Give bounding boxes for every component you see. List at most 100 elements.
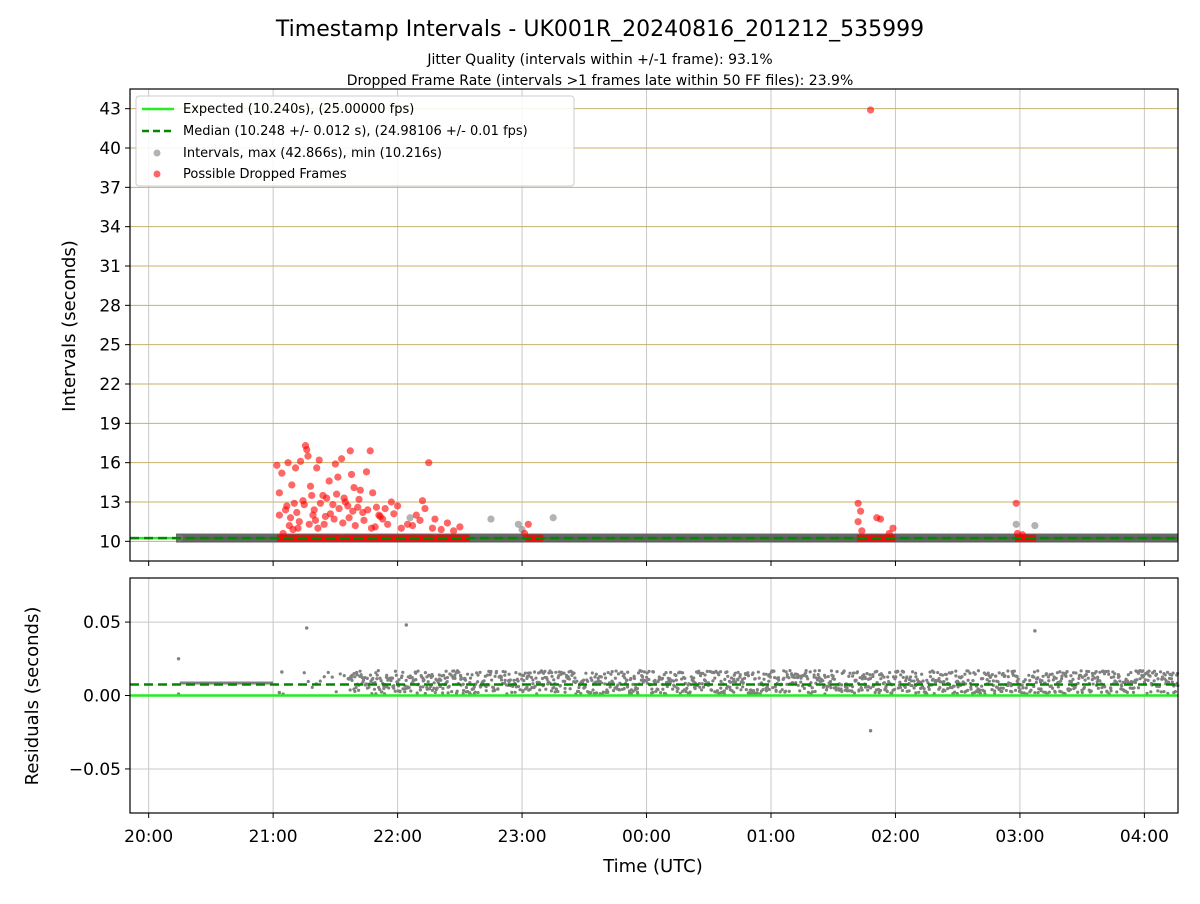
bottom-y-axis-label: Residuals (seconds): [22, 607, 43, 786]
x-tick-label: 03:00: [995, 827, 1044, 847]
residual-point: [696, 671, 700, 675]
residual-point: [601, 690, 605, 694]
residual-outlier-point: [868, 729, 873, 733]
residual-point: [826, 674, 830, 679]
residual-point: [1096, 675, 1100, 679]
residual-point: [1082, 685, 1087, 690]
residual-point: [1099, 690, 1104, 694]
residual-point: [447, 684, 451, 688]
residual-point: [1129, 670, 1133, 675]
residual-point: [651, 690, 655, 695]
residual-point: [887, 680, 891, 684]
residual-point: [1029, 688, 1033, 692]
residual-point: [635, 687, 640, 691]
residual-point: [1039, 687, 1043, 691]
dropped-frame-point: [520, 529, 529, 538]
residual-outlier-point: [176, 657, 181, 661]
residual-point: [626, 670, 630, 674]
residual-point: [981, 676, 985, 681]
residual-point: [986, 671, 990, 675]
residual-point: [1015, 674, 1019, 679]
residual-point: [1141, 669, 1145, 673]
residual-point: [705, 669, 709, 674]
y-tick-label: 0.00: [83, 687, 121, 707]
residual-point: [904, 679, 908, 683]
residual-point: [985, 678, 989, 682]
residual-point: [563, 679, 567, 683]
residual-point: [358, 669, 362, 673]
dropped-frame-point: [286, 514, 295, 522]
residual-point: [461, 682, 465, 686]
residual-point: [744, 688, 748, 692]
residual-point: [1040, 679, 1044, 683]
residual-point: [622, 672, 626, 676]
residual-point: [1094, 670, 1098, 674]
residual-point: [773, 685, 777, 689]
residual-point: [746, 674, 751, 678]
residual-point: [914, 675, 918, 679]
residual-point: [885, 689, 889, 694]
residual-point: [1068, 688, 1073, 692]
residual-point: [1131, 690, 1136, 694]
residual-point: [527, 674, 531, 678]
residual-point: [732, 677, 736, 681]
residual-point: [476, 690, 480, 695]
residual-point: [510, 690, 514, 694]
residual-point: [1136, 686, 1141, 690]
residual-point: [534, 676, 538, 680]
dropped-frame-point: [381, 504, 389, 513]
residual-point: [821, 679, 825, 683]
residual-point: [421, 679, 425, 683]
residual-point: [484, 689, 488, 693]
residual-point: [806, 690, 810, 695]
residual-point: [799, 680, 803, 684]
residual-point: [1123, 680, 1127, 684]
interval-point: [487, 515, 495, 523]
dropped-frame-point: [857, 507, 865, 515]
residual-point: [765, 685, 769, 689]
residual-point: [476, 680, 480, 684]
y-tick-label: 22: [99, 375, 121, 395]
dropped-frame-point: [346, 447, 354, 455]
residual-point: [1016, 677, 1020, 681]
residual-point: [693, 686, 697, 691]
interval-point: [549, 514, 557, 522]
residual-point: [1023, 678, 1027, 682]
residual-point: [1076, 690, 1080, 694]
residual-point: [834, 688, 838, 692]
residual-point: [669, 670, 673, 674]
y-tick-label: 28: [99, 296, 121, 316]
residual-point: [418, 688, 422, 692]
residual-point: [401, 670, 405, 674]
residual-point: [1162, 690, 1166, 694]
residual-point: [1021, 686, 1025, 690]
residual-point: [342, 674, 346, 678]
residual-point: [1018, 688, 1022, 692]
dropped-frame-point: [854, 499, 862, 507]
residual-point: [772, 669, 776, 673]
residual-point: [1020, 691, 1024, 695]
residual-point: [866, 688, 870, 692]
residual-point: [1053, 690, 1057, 694]
residual-point: [623, 676, 627, 680]
residual-point: [780, 688, 784, 692]
residual-point: [909, 679, 914, 683]
dropped-frame-point: [1018, 531, 1027, 539]
residual-point: [1050, 686, 1055, 690]
residual-point: [1000, 689, 1004, 694]
residual-point: [416, 669, 420, 673]
interval-point: [1012, 520, 1020, 528]
dropped-frame-point: [355, 495, 363, 503]
residual-point: [988, 675, 992, 679]
residual-point: [1061, 671, 1065, 675]
residual-point: [350, 673, 354, 677]
residual-point: [736, 670, 740, 674]
residual-point: [1147, 669, 1151, 673]
residual-point: [1086, 676, 1090, 680]
residual-point: [531, 682, 535, 686]
residual-point: [719, 679, 723, 683]
y-tick-label: −0.05: [69, 760, 121, 780]
residual-point: [961, 680, 965, 684]
residual-point: [558, 684, 562, 688]
residual-point: [476, 673, 480, 677]
